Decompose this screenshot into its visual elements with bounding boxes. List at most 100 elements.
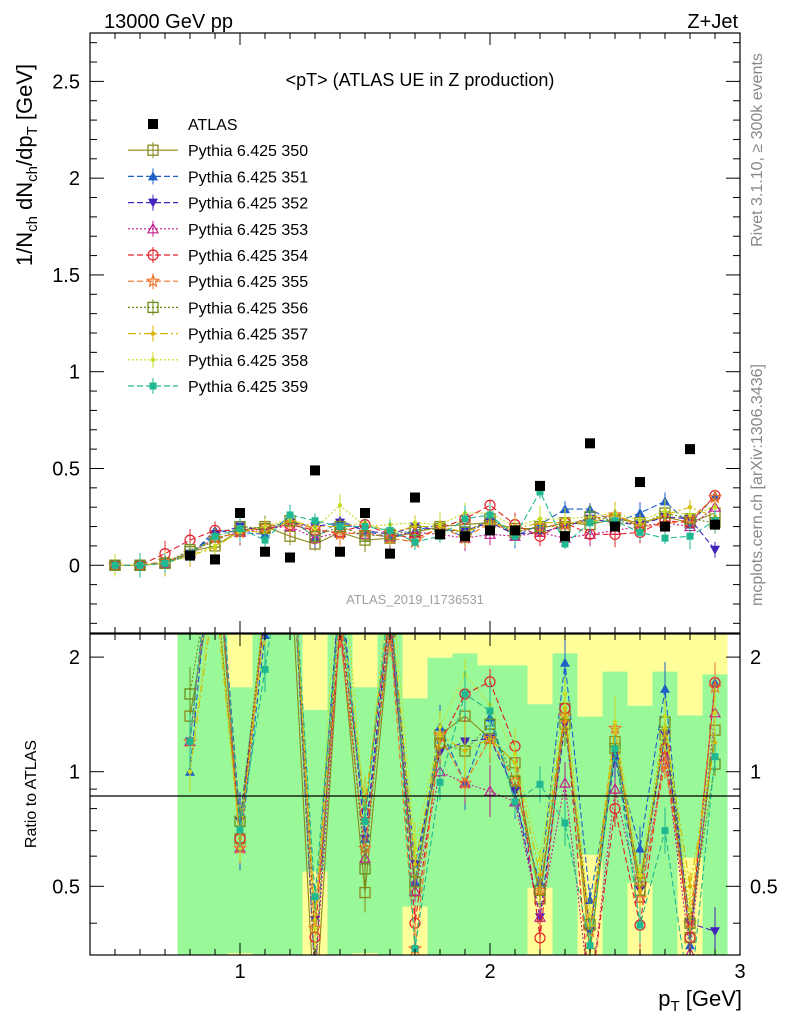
atlas-data-point [210, 554, 220, 565]
legend-marker [146, 222, 160, 234]
ratio-point [260, 602, 270, 612]
ratio-point [210, 502, 220, 511]
legend-label: Pythia 6.425 353 [188, 222, 308, 239]
ratio-tick-label: 0.5 [750, 876, 778, 898]
ratio-point [311, 893, 319, 901]
ratio-point [210, 501, 220, 511]
atlas-data-point [185, 550, 195, 561]
atlas-data-point [335, 546, 345, 557]
ratio-point [260, 612, 270, 621]
series-point [262, 524, 268, 529]
legend-label: Pythia 6.425 357 [188, 327, 308, 344]
ratio-point [687, 884, 693, 889]
series-point [662, 508, 668, 514]
ratio-point [585, 993, 595, 1002]
series-point [687, 512, 693, 518]
header-energy-label: 13000 GeV pp [104, 11, 233, 33]
ratio-point [660, 683, 670, 693]
ratio-axis-title: Ratio to ATLAS [23, 740, 40, 848]
series-point [637, 518, 643, 523]
ratio-point [310, 962, 320, 972]
legend-marker [145, 273, 161, 288]
legend-label: Pythia 6.425 350 [188, 143, 308, 160]
ratio-point [486, 707, 494, 715]
ratio-point [637, 872, 643, 878]
legend-marker [147, 249, 159, 261]
series-point [337, 503, 343, 508]
legend-label-atlas: ATLAS [188, 117, 238, 134]
ratio-tick-label: 1 [69, 762, 80, 784]
atlas-data-point [360, 508, 370, 518]
y-tick-label: 0.5 [52, 458, 80, 480]
ratio-point [210, 501, 220, 510]
series-point [661, 534, 669, 542]
series-point [561, 540, 569, 548]
atlas-data-point [535, 480, 545, 491]
ratio-band-inner [427, 657, 453, 955]
ratio-line [189, 634, 716, 955]
ratio-tick-label: 0.5 [52, 876, 80, 898]
ratio-point [635, 843, 645, 853]
ratio-point [260, 602, 270, 611]
series-point [311, 517, 319, 525]
series-point [161, 559, 169, 567]
ratio-line [189, 634, 716, 946]
main-panel-series [107, 484, 723, 578]
x-axis-title: pT [GeV] [658, 986, 742, 1015]
ratio-point [260, 602, 270, 612]
ratio-point [512, 752, 518, 757]
y-tick-label: 2.5 [52, 71, 80, 93]
ratio-point [263, 596, 267, 600]
atlas-data-point [285, 552, 295, 563]
series-point [486, 511, 494, 519]
ratio-band-inner [277, 634, 303, 955]
series-point [111, 561, 119, 569]
legend-marker [147, 144, 159, 156]
atlas-data-point [485, 525, 495, 536]
ratio-tick-label: 2 [69, 647, 80, 669]
ratio-band-inner [327, 634, 353, 955]
series-point [312, 526, 318, 531]
ratio-panel-series [182, 501, 723, 1024]
ratio-point [711, 753, 719, 761]
x-tick-label: 2 [484, 961, 495, 983]
series-point [536, 488, 544, 496]
y-tick-label: 2 [69, 168, 80, 190]
legend-label: Pythia 6.425 359 [188, 379, 308, 396]
legend-label: Pythia 6.425 354 [188, 248, 308, 265]
ratio-band-inner [202, 634, 228, 955]
series-point [212, 543, 218, 549]
ratio-point [685, 947, 695, 955]
series-point [710, 545, 720, 555]
legend-marker [148, 171, 158, 181]
series-point [332, 526, 348, 541]
legend-label: Pythia 6.425 356 [188, 300, 308, 317]
legend-marker-atlas [148, 119, 158, 129]
ratio-point [213, 588, 217, 592]
atlas-data-point [460, 531, 470, 542]
atlas-data-point [235, 508, 245, 518]
ratio-point [335, 578, 345, 587]
series-point [712, 504, 718, 510]
ratio-point [310, 1014, 320, 1024]
series-point [636, 528, 644, 536]
legend-marker [148, 198, 158, 208]
ratio-point [560, 657, 570, 667]
ratio-band-inner [677, 715, 703, 858]
series-point [411, 538, 419, 546]
atlas-data-point [585, 438, 595, 449]
x-tick-label: 3 [734, 961, 745, 983]
ratio-point [209, 511, 220, 522]
axes: 1 2 3 0 0.5 1 1.5 2 2.5 0.5 0.5 1 1 2 2 [52, 33, 778, 983]
atlas-data-point [610, 521, 620, 532]
ratio-point [259, 592, 270, 603]
analysis-id-watermark: ATLAS_2019_I1736531 [346, 592, 484, 607]
atlas-data-point [310, 465, 320, 476]
series-point [437, 522, 443, 527]
legend-label: Pythia 6.425 358 [188, 353, 308, 370]
series-point [261, 536, 269, 544]
ratio-point [712, 710, 718, 715]
ratio-line [189, 634, 716, 955]
series-point [386, 526, 394, 534]
